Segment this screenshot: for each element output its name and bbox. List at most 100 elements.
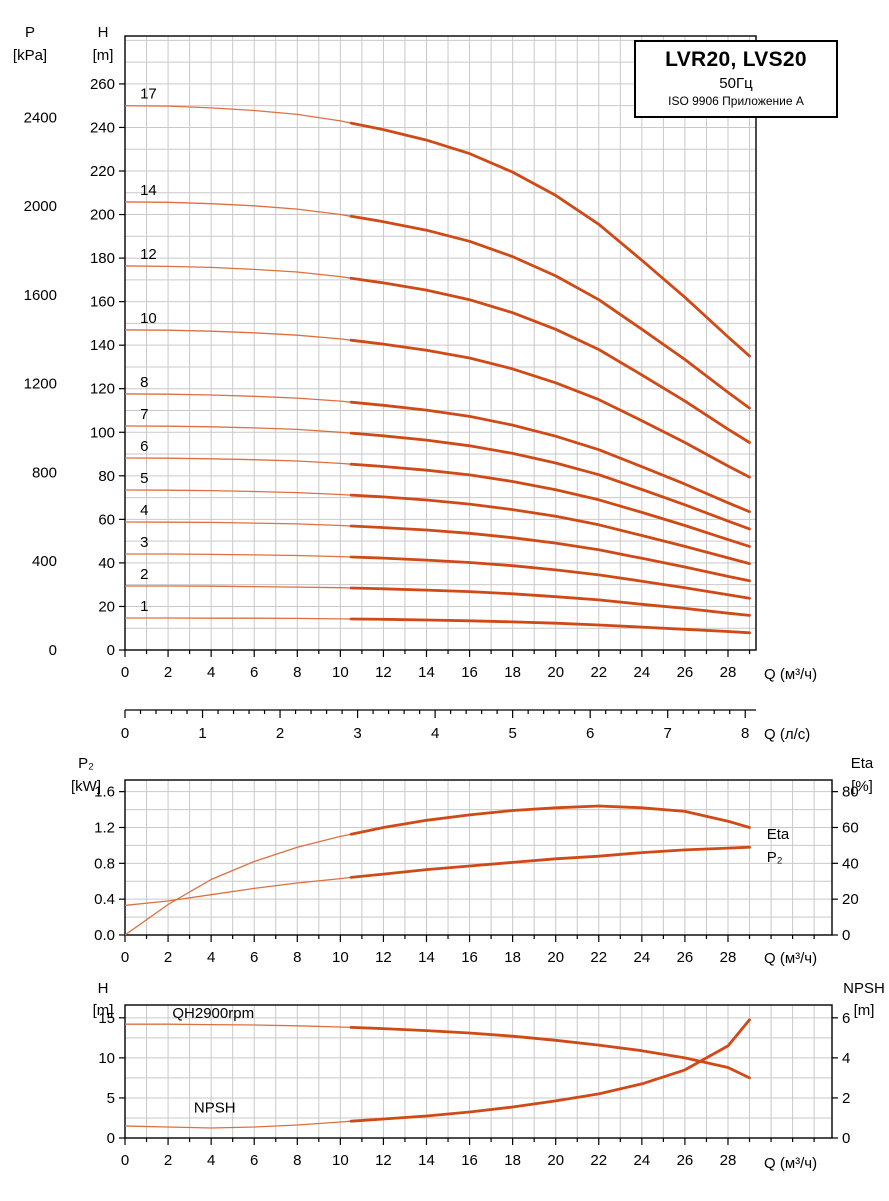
curve-NPSH: [124, 1018, 751, 1129]
curve-P2: [124, 845, 751, 907]
y-tick-label: 0.4: [94, 891, 115, 908]
y-tick-label: 1.6: [94, 784, 115, 801]
pressure-axis-name: P: [24, 24, 35, 41]
curve-10-thin: [124, 329, 352, 341]
curve-3-thick: [349, 555, 751, 600]
qh-x-labels: 0 2 4 6 8 10 12 14 16 18 20 22 24 26 28: [121, 664, 737, 681]
y-tick-label: 0.0: [94, 927, 115, 944]
x-tick-label: 28: [720, 949, 737, 966]
curve-8: [124, 393, 751, 514]
x-tick-label: 20: [547, 664, 564, 681]
curve-label: P₂: [767, 849, 783, 866]
curve-NPSH-thin: [124, 1120, 352, 1129]
y-tick-label: 20: [98, 598, 115, 615]
curve-P2-thick: [349, 845, 751, 879]
stage-label: 14: [140, 182, 157, 199]
y-tick-label: 0: [842, 1130, 850, 1147]
y-tick-label: 60: [98, 511, 115, 528]
curve-1-thick: [349, 617, 751, 635]
curve-7: [124, 425, 751, 531]
curve-2-thick: [349, 586, 751, 617]
x-tick-label: 6: [250, 949, 258, 966]
x2-tick-label: 4: [431, 725, 439, 742]
curve-QH2900rpm: [125, 1023, 751, 1080]
stage-label: 10: [140, 310, 157, 327]
curve-label: QH2900rpm: [172, 1005, 254, 1022]
y-tick-label: 800: [32, 464, 57, 481]
x-tick-label: 2: [164, 664, 172, 681]
y-tick-label: 0: [107, 1130, 115, 1147]
qh2900-npsh-chart: 0 2 4 6 8 10 12 14 16 18 20 22 24 26 280510150246QH290…: [98, 1004, 850, 1169]
y-tick-label: 5: [107, 1090, 115, 1107]
flow-axis-label-m3h-3: Q (м³/ч): [764, 1155, 818, 1172]
x-tick-label: 12: [375, 664, 392, 681]
power-eff-x-labels: 0 2 4 6 8 10 12 14 16 18 20 22 24 26 28: [121, 949, 737, 966]
curve-6-thick: [349, 462, 751, 548]
curve-1: [125, 617, 751, 635]
curve-7-thin: [124, 425, 352, 434]
title-box: LVR20, LVS20 50Гц ISO 9906 Приложение A: [634, 40, 838, 118]
flow-axis-label-m3h-2: Q (м³/ч): [764, 950, 818, 967]
curve-5-thick: [349, 493, 751, 565]
power-eff-chart: 0 2 4 6 8 10 12 14 16 18 20 22 24 26 280.00.40.81.21.6…: [94, 779, 859, 966]
y-tick-label: 100: [90, 424, 115, 441]
y-tick-label: 1.2: [94, 819, 115, 836]
x-tick-label: 24: [634, 949, 651, 966]
curve-Eta: [124, 804, 751, 936]
y-tick-label: 4: [842, 1050, 850, 1067]
x2-tick-label: 3: [353, 725, 361, 742]
x-tick-label: 0: [121, 1152, 129, 1169]
curve-12-thin: [124, 265, 352, 279]
npsh-axis-unit: [m]: [853, 1002, 875, 1019]
x-tick-label: 6: [250, 664, 258, 681]
x2-tick-label: 0: [121, 725, 129, 742]
pressure-axis-unit: [kPa]: [12, 47, 48, 64]
stage-label: 8: [140, 374, 148, 391]
x-tick-label: 0: [121, 949, 129, 966]
flow-axis-label-ls: Q (л/с): [764, 726, 811, 743]
y-tick-label: 240: [90, 119, 115, 136]
qh-frame: [124, 35, 757, 651]
curve-14-thick: [349, 214, 751, 410]
y-tick-label: 10: [98, 1050, 115, 1067]
x-tick-label: 14: [418, 664, 435, 681]
qh2900-npsh-y-left-labels: 0 5 10 15: [98, 1010, 125, 1147]
y-tick-label: 2: [842, 1090, 850, 1107]
power-axis-name: P₂: [78, 755, 94, 772]
curve-label: Eta: [767, 826, 790, 843]
curve-17-thin: [124, 105, 352, 124]
stage-label: 3: [140, 534, 148, 551]
qh-y-left-labels: 0 20 40 60 80 100 120 140 160 180 200 220 240 260: [90, 76, 125, 659]
x2-tick-label: 1: [198, 725, 206, 742]
x-tick-label: 28: [720, 664, 737, 681]
x-tick-label: 0: [121, 664, 129, 681]
y-tick-label: 200: [90, 207, 115, 224]
y-tick-label: 40: [98, 555, 115, 572]
x-tick-label: 22: [590, 664, 607, 681]
curve-10-thick: [349, 338, 751, 479]
y-tick-label: 1600: [24, 287, 57, 304]
x-tick-label: 26: [677, 1152, 694, 1169]
x2-tick-label: 6: [586, 725, 594, 742]
curve-17-thick: [349, 121, 751, 358]
y-tick-label: 0: [107, 642, 115, 659]
y-tick-label: 80: [842, 784, 859, 801]
curve-Eta-thin: [124, 833, 352, 936]
qh-x2-labels: 0 1 2 3 4 5 6 7 8: [121, 725, 750, 742]
x2-tick-label: 5: [508, 725, 516, 742]
x-tick-label: 18: [504, 949, 521, 966]
y-tick-label: 80: [98, 468, 115, 485]
y-tick-label: 180: [90, 250, 115, 267]
qh2900-npsh-x-labels: 0 2 4 6 8 10 12 14 16 18 20 22 24 26 28: [121, 1152, 737, 1169]
qh2900-npsh-x-ticks: [124, 1138, 815, 1145]
curve-5: [124, 489, 751, 565]
curve-4: [124, 521, 751, 583]
x-tick-label: 4: [207, 664, 215, 681]
curve-14: [124, 201, 751, 410]
x-tick-label: 8: [293, 664, 301, 681]
curve-Eta-thick: [349, 804, 751, 836]
x-tick-label: 8: [293, 1152, 301, 1169]
x-tick-label: 10: [332, 1152, 349, 1169]
y-tick-label: 0: [842, 927, 850, 944]
